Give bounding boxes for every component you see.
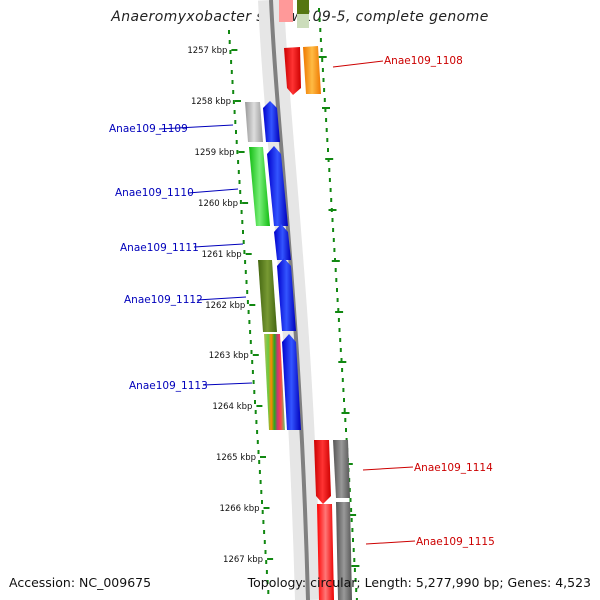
gene-anae109-1115-gray[interactable] bbox=[336, 502, 352, 600]
tick-label: 1258 kbp bbox=[191, 97, 231, 107]
gene-anae109-1113-multi[interactable] bbox=[264, 334, 285, 430]
gene-label-lines bbox=[158, 60, 416, 545]
gene-anae109-1108[interactable] bbox=[284, 47, 301, 95]
gene-anae109-1112[interactable] bbox=[277, 258, 296, 331]
gene-anae109-1109[interactable] bbox=[263, 101, 280, 142]
tick-label: 1259 kbp bbox=[195, 148, 235, 158]
tick-label: 1264 kbp bbox=[212, 402, 252, 412]
tick-label: 1261 kbp bbox=[202, 250, 242, 260]
tick-label: 1266 kbp bbox=[219, 504, 259, 514]
gene-label[interactable]: Anae109_1109 bbox=[109, 123, 188, 135]
tick-label: 1265 kbp bbox=[216, 453, 256, 463]
gene-anae109-1114[interactable] bbox=[314, 440, 331, 504]
gene-label[interactable]: Anae109_1112 bbox=[124, 294, 203, 306]
gene-anae109-1112-olive[interactable] bbox=[258, 260, 277, 332]
tick-label: 1263 kbp bbox=[209, 351, 249, 361]
gene-label[interactable]: Anae109_1110 bbox=[115, 187, 194, 199]
genome-summary: Topology: circular; Length: 5,277,990 bp… bbox=[247, 575, 591, 590]
tick-label: 1262 kbp bbox=[205, 301, 245, 311]
gene-label[interactable]: Anae109_1114 bbox=[414, 462, 493, 474]
gene-label[interactable]: Anae109_1111 bbox=[120, 242, 199, 254]
gene-anae109-1111[interactable] bbox=[274, 224, 291, 260]
gene-label[interactable]: Anae109_1113 bbox=[129, 380, 208, 392]
ruler-ticks: 1257 kbp 1258 kbp 1259 kbp 1260 kbp 1261 kbp… bbox=[187, 46, 360, 567]
tick-label: 1257 kbp bbox=[187, 46, 227, 56]
accession-label: Accession: NC_009675 bbox=[9, 575, 152, 590]
gene-anae109-1109-gray[interactable] bbox=[245, 102, 263, 142]
gene-labels: Anae109_1109 Anae109_1110 Anae109_1111 Anae… bbox=[109, 55, 495, 548]
gene-label[interactable]: Anae109_1115 bbox=[416, 536, 495, 548]
tick-label: 1260 kbp bbox=[198, 199, 238, 209]
gene-anae109-1115[interactable] bbox=[317, 504, 334, 600]
gene-anae109-1110[interactable] bbox=[267, 146, 288, 226]
gene-anae109-1113[interactable] bbox=[282, 334, 301, 430]
gene-top-red-partial[interactable] bbox=[279, 0, 293, 22]
gene-anae109-1110-green[interactable] bbox=[249, 147, 270, 226]
gene-anae109-1114-gray[interactable] bbox=[333, 440, 350, 498]
gene-top-olive-partial[interactable] bbox=[297, 0, 309, 14]
gene-orange[interactable] bbox=[303, 46, 321, 94]
gene-top-gray-partial[interactable] bbox=[297, 14, 309, 28]
tick-label: 1267 kbp bbox=[223, 555, 263, 565]
gene-label[interactable]: Anae109_1108 bbox=[384, 55, 463, 67]
